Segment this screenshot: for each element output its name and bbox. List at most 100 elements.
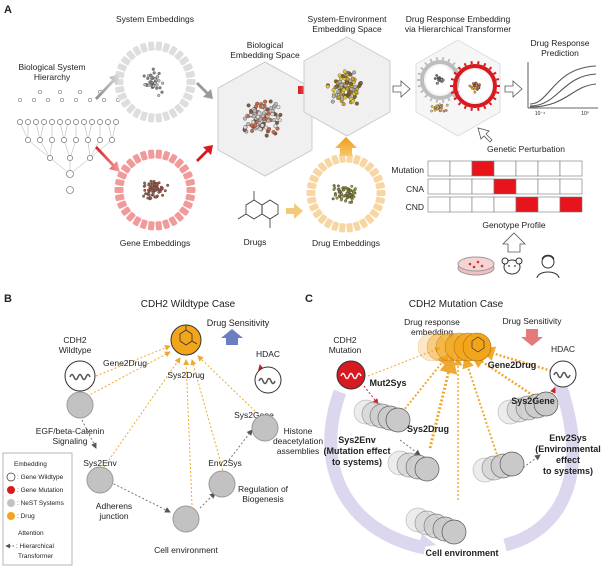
embedding-point [143, 184, 147, 187]
embedding-point [341, 188, 345, 192]
cell-environment-node [172, 505, 200, 533]
tree-leaf [45, 97, 51, 103]
tree-leaf [59, 97, 65, 103]
matrix-cell [493, 178, 517, 195]
tree-edge [19, 121, 29, 141]
ring-segment [364, 214, 375, 224]
prediction-label-1: Drug Response [530, 38, 589, 48]
embedding-point [267, 127, 272, 132]
embedding-point [161, 193, 165, 197]
ring-segment [186, 187, 196, 193]
env2sys-arc [503, 382, 580, 552]
sensitivity-up-arrow [221, 329, 243, 345]
ring-segment [183, 171, 193, 180]
gene-embeddings-label: Gene Embeddings [120, 238, 190, 248]
drug-embeddings-label: Drug Embeddings [312, 238, 380, 248]
adherens-label-1: Adherens [96, 501, 132, 511]
embedding-point [341, 87, 346, 92]
embedding-point [155, 194, 159, 198]
sensitivity-down-arrow [521, 329, 543, 346]
ring-segment [121, 206, 131, 216]
embedding-point [250, 128, 255, 133]
genetic-perturbation-label: Genetic Perturbation [487, 144, 565, 154]
embedding-point [266, 111, 271, 116]
c-edge-sys-env [399, 439, 421, 456]
embedding-point [149, 179, 153, 183]
embedding-point [331, 94, 336, 99]
c-node-stacks [353, 391, 559, 545]
ring-segment [312, 209, 323, 219]
embedding-point [433, 77, 437, 80]
c-system-node [441, 519, 467, 545]
embedding-point [278, 112, 283, 117]
tree-edge [111, 121, 117, 141]
embedding-point [155, 75, 159, 79]
egf-label-2: Signaling [53, 436, 88, 446]
drug-molecule-icon-b [179, 325, 198, 346]
embedding-point [152, 71, 156, 75]
embedding-point [166, 183, 170, 187]
c-edge-sys2drug-2 [428, 355, 458, 449]
ring-segment [126, 158, 136, 168]
embedding-point [157, 71, 161, 76]
ring-segment [373, 203, 383, 212]
biogenesis-system-node [208, 470, 236, 498]
embedding-point [478, 83, 481, 86]
tree-leaf [73, 97, 79, 103]
ring-segment [373, 174, 383, 183]
embedding-point [273, 101, 278, 106]
embedding-point [143, 181, 147, 185]
embedding-point [275, 120, 279, 125]
ring-segment [317, 162, 328, 172]
embedding-point [148, 186, 152, 189]
tree-root [66, 186, 74, 194]
c-drug-sensitivity-label: Drug Sensitivity [502, 316, 562, 326]
tree-edge [27, 139, 51, 159]
gear-tooth [424, 61, 428, 66]
embedding-point [249, 123, 254, 128]
gear-tooth [417, 84, 422, 88]
c-hdac-label: HDAC [551, 344, 575, 354]
embedding-point [430, 105, 434, 108]
gear-ring [420, 60, 460, 100]
embedding-label-1: Drug response [404, 317, 460, 327]
sys2drug-label: Sys2Drug [167, 370, 205, 380]
panel-b-letter: B [4, 293, 12, 305]
cdh2-label-1: CDH2 [63, 335, 86, 345]
embedding-point [277, 118, 282, 123]
ring-segment [147, 149, 155, 159]
embedding-point [473, 90, 477, 94]
gear-tooth [420, 66, 424, 71]
drug-embeddings-ring [306, 153, 386, 233]
tree-node [49, 119, 55, 125]
molecule-ring-2 [261, 199, 279, 220]
embedding-point [345, 77, 350, 82]
embedding-point [439, 105, 443, 108]
ring-segment [117, 63, 127, 72]
ring-segment [162, 150, 170, 161]
x-tick-a: 10⁻⁴ [535, 111, 545, 117]
embedding-point [354, 90, 359, 95]
embedding-point [435, 104, 439, 108]
legend: Embedding : Gene Wildtype : Gene Mutatio… [2, 452, 73, 566]
embedding-point [146, 192, 150, 196]
ring-segment [185, 70, 195, 79]
ring-segment [317, 214, 328, 224]
panel-c-title: CDH2 Mutation Case [409, 299, 504, 310]
embedding-point [475, 88, 479, 91]
ring-segment [168, 45, 178, 56]
embedding-point [331, 88, 336, 93]
tree-edge [83, 121, 89, 141]
panel-c-letter: C [305, 293, 313, 305]
gear-tooth [429, 97, 433, 102]
tree-leaf [101, 97, 107, 103]
tree-edge [49, 139, 53, 159]
embedding-point [268, 99, 273, 104]
gear-tooth [453, 97, 458, 101]
c-drug-node [462, 332, 492, 362]
embedding-point [252, 108, 257, 113]
ring-segment [140, 111, 148, 122]
drug-response-embedding [415, 39, 501, 137]
ring-segment [331, 221, 340, 232]
ring-segment [309, 203, 319, 212]
